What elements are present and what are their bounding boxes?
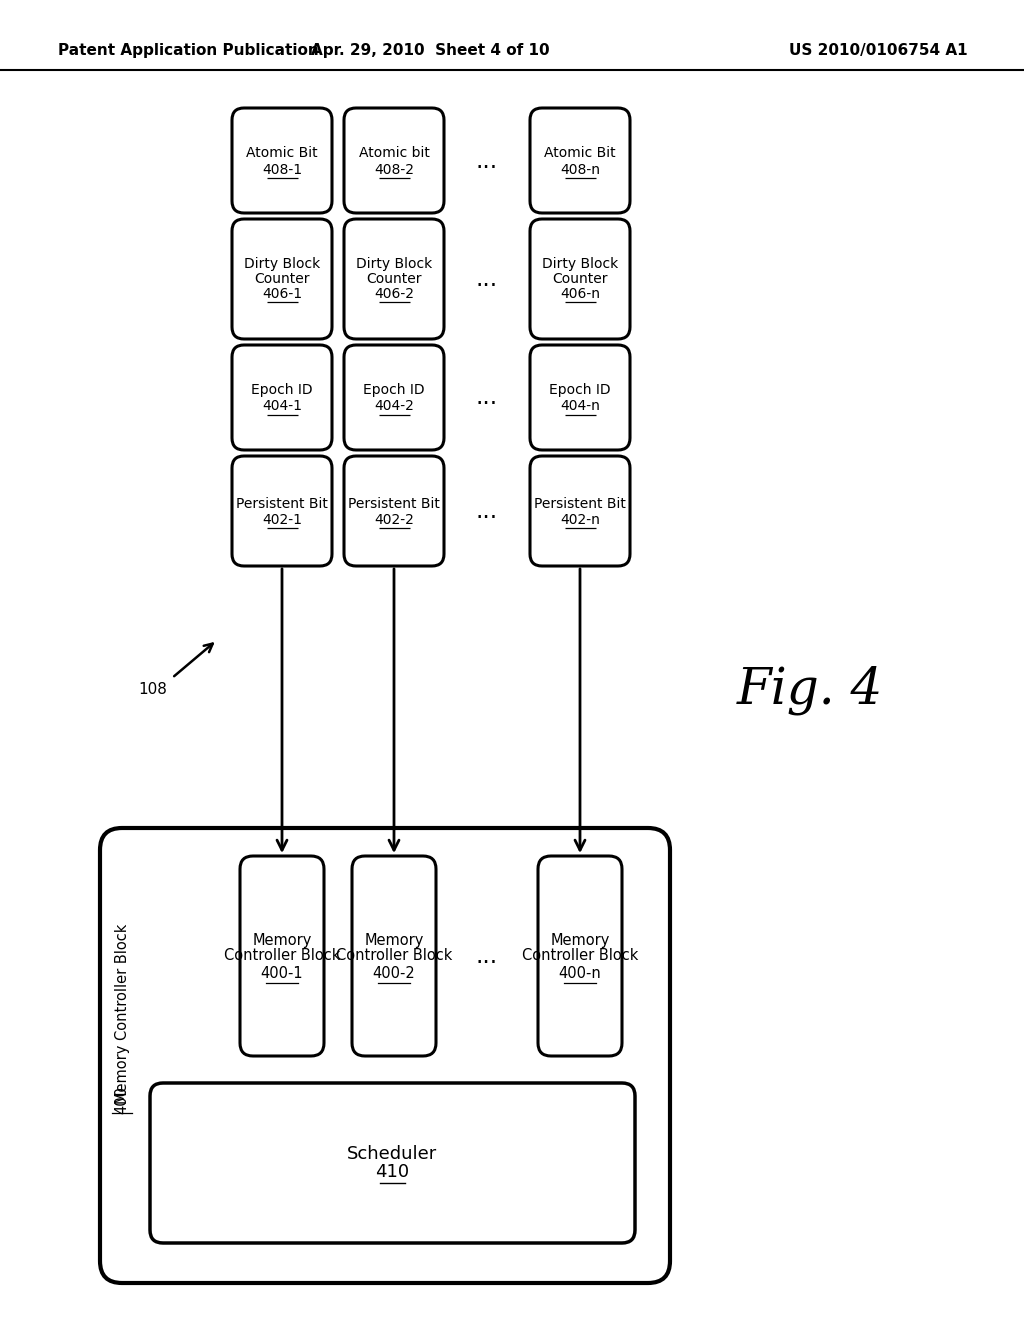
Text: Dirty Block: Dirty Block — [542, 257, 618, 271]
Text: Dirty Block: Dirty Block — [356, 257, 432, 271]
Text: 406-n: 406-n — [560, 286, 600, 301]
Text: Controller Block: Controller Block — [522, 949, 638, 964]
FancyBboxPatch shape — [150, 1082, 635, 1243]
Text: 404-n: 404-n — [560, 400, 600, 413]
Text: Controller Block: Controller Block — [224, 949, 340, 964]
Text: 408-1: 408-1 — [262, 162, 302, 177]
FancyBboxPatch shape — [344, 345, 444, 450]
Text: Atomic Bit: Atomic Bit — [544, 147, 615, 160]
Text: Apr. 29, 2010  Sheet 4 of 10: Apr. 29, 2010 Sheet 4 of 10 — [310, 42, 549, 58]
Text: Atomic Bit: Atomic Bit — [246, 147, 317, 160]
Text: Persistent Bit: Persistent Bit — [535, 496, 626, 511]
Text: 402-2: 402-2 — [374, 513, 414, 527]
Text: Counter: Counter — [552, 272, 608, 286]
FancyBboxPatch shape — [530, 455, 630, 566]
Text: 402-1: 402-1 — [262, 513, 302, 527]
Text: Scheduler: Scheduler — [347, 1146, 437, 1163]
FancyBboxPatch shape — [232, 345, 332, 450]
Text: Memory: Memory — [252, 932, 311, 948]
Text: 402-n: 402-n — [560, 513, 600, 527]
Text: Epoch ID: Epoch ID — [364, 383, 425, 397]
Text: Memory: Memory — [365, 932, 424, 948]
Text: Atomic bit: Atomic bit — [358, 147, 429, 160]
FancyBboxPatch shape — [538, 855, 622, 1056]
FancyBboxPatch shape — [344, 219, 444, 339]
FancyBboxPatch shape — [530, 108, 630, 213]
Text: ...: ... — [476, 149, 498, 173]
Text: Patent Application Publication: Patent Application Publication — [58, 42, 318, 58]
Text: Persistent Bit: Persistent Bit — [348, 496, 440, 511]
Text: Memory: Memory — [550, 932, 609, 948]
Text: ...: ... — [476, 267, 498, 290]
Text: 108: 108 — [138, 682, 167, 697]
Text: 406-2: 406-2 — [374, 286, 414, 301]
FancyBboxPatch shape — [100, 828, 670, 1283]
Text: 400-n: 400-n — [559, 966, 601, 981]
Text: 400-2: 400-2 — [373, 966, 416, 981]
Text: ...: ... — [476, 944, 498, 968]
Text: Persistent Bit: Persistent Bit — [237, 496, 328, 511]
Text: 404-1: 404-1 — [262, 400, 302, 413]
Text: 406-1: 406-1 — [262, 286, 302, 301]
FancyBboxPatch shape — [232, 219, 332, 339]
Text: 400: 400 — [115, 1086, 129, 1114]
FancyBboxPatch shape — [232, 108, 332, 213]
Text: Epoch ID: Epoch ID — [549, 383, 610, 397]
FancyBboxPatch shape — [240, 855, 324, 1056]
Text: Controller Block: Controller Block — [336, 949, 453, 964]
FancyBboxPatch shape — [530, 345, 630, 450]
Text: 400-1: 400-1 — [261, 966, 303, 981]
Text: Counter: Counter — [367, 272, 422, 286]
FancyBboxPatch shape — [344, 455, 444, 566]
Text: 404-2: 404-2 — [374, 400, 414, 413]
Text: US 2010/0106754 A1: US 2010/0106754 A1 — [790, 42, 968, 58]
Text: ...: ... — [476, 385, 498, 409]
FancyBboxPatch shape — [232, 455, 332, 566]
Text: Fig. 4: Fig. 4 — [737, 665, 883, 714]
Text: Counter: Counter — [254, 272, 309, 286]
Text: Epoch ID: Epoch ID — [251, 383, 312, 397]
Text: Dirty Block: Dirty Block — [244, 257, 321, 271]
Text: 410: 410 — [376, 1163, 410, 1181]
FancyBboxPatch shape — [530, 219, 630, 339]
FancyBboxPatch shape — [344, 108, 444, 213]
FancyBboxPatch shape — [352, 855, 436, 1056]
Text: 408-2: 408-2 — [374, 162, 414, 177]
Text: Memory Controller Block: Memory Controller Block — [115, 924, 129, 1105]
Text: 408-n: 408-n — [560, 162, 600, 177]
Text: ...: ... — [476, 499, 498, 523]
